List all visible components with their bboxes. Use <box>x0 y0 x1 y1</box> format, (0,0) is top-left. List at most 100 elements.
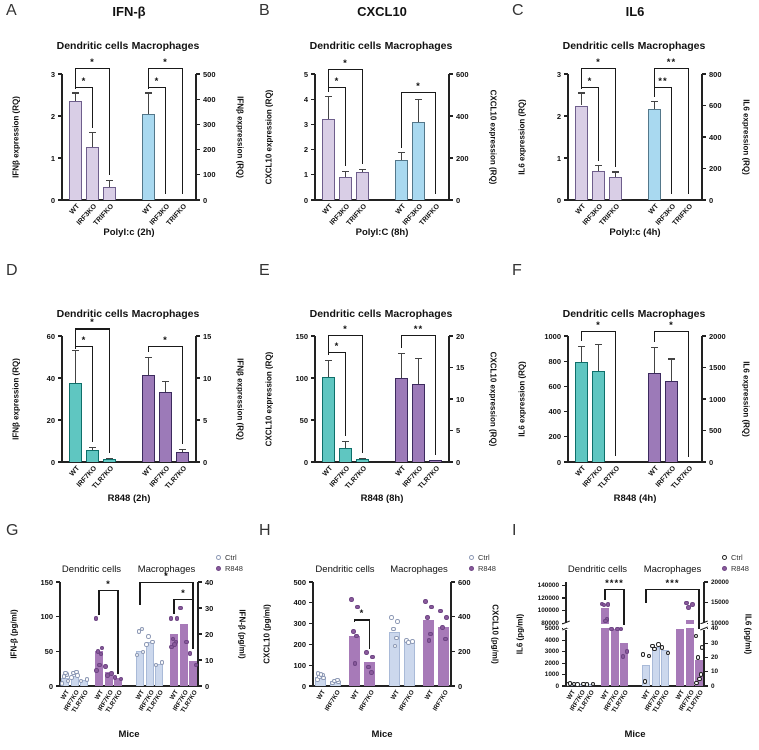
bar <box>179 623 188 686</box>
sig-bracket-tick <box>698 589 700 629</box>
tick-label: 3000 <box>544 648 559 656</box>
sig-bracket-tick <box>614 330 617 457</box>
tick-label: 150 <box>40 577 53 587</box>
axis-tick <box>449 461 453 463</box>
bar <box>395 378 408 462</box>
data-point <box>428 631 433 637</box>
y-axis-label-left: IFN-β (pg/ml) <box>9 609 19 659</box>
tick-label: 200 <box>456 153 469 163</box>
legend-label: Ctrl <box>731 553 743 562</box>
tick-label: 150 <box>295 331 308 341</box>
sig-bracket <box>328 68 363 71</box>
sig-bracket-tick <box>327 68 330 92</box>
group-header: Macrophages <box>131 308 200 320</box>
axis-tick <box>58 157 62 159</box>
tick-label: 300 <box>203 119 216 129</box>
sig-bracket <box>328 352 346 354</box>
y-axis-left <box>314 74 316 200</box>
tick-label: 0 <box>50 195 55 205</box>
sig-bracket-tick <box>687 330 690 457</box>
tick-label: 0 <box>456 195 461 205</box>
tick-label: 10 <box>205 655 214 665</box>
legend-item: Ctrl <box>216 552 254 563</box>
y-axis-left <box>61 336 63 462</box>
data-point <box>601 602 607 608</box>
group-header: Dendritic cells <box>56 308 129 320</box>
tick-label: 140000 <box>537 581 559 589</box>
y-axis-left <box>314 336 316 462</box>
error-bar-cap <box>651 101 658 103</box>
legend-item: R848 <box>216 563 254 574</box>
bar <box>665 381 678 462</box>
axis-tick <box>451 616 455 618</box>
bar <box>142 375 155 462</box>
group-header: Dendritic cells <box>567 564 628 575</box>
axis-tick <box>564 360 568 362</box>
data-point <box>698 672 704 677</box>
y-axis-right <box>448 336 450 462</box>
bar <box>423 620 434 686</box>
data-point <box>584 682 590 687</box>
data-point <box>103 664 108 669</box>
panel-letter: F <box>512 262 522 279</box>
axis-tick <box>449 115 453 117</box>
sig-label: *** <box>665 578 680 590</box>
x-axis-title: PolyI:c (2h) <box>103 227 155 238</box>
axis-tick <box>58 461 62 463</box>
panel-I: I Dendritic cells Macrophages 0 1000 2000 3000… <box>506 520 759 750</box>
axis-tick <box>58 115 62 117</box>
bar <box>339 447 352 462</box>
tick-label: 500 <box>293 577 306 587</box>
tick-label: 120000 <box>537 594 559 602</box>
axis-tick <box>311 199 315 201</box>
axis-tick <box>311 461 315 463</box>
legend-item: R848 <box>722 563 759 574</box>
sig-bracket-tick <box>400 334 403 348</box>
x-axis-title: PolyI:C (8h) <box>355 227 409 238</box>
axis-tick <box>309 664 313 666</box>
data-point <box>352 661 358 667</box>
bar <box>438 626 449 686</box>
data-point <box>590 681 596 687</box>
group-header: Dendritic cells <box>315 564 375 575</box>
data-point <box>694 680 699 686</box>
data-point <box>84 677 90 683</box>
sig-bracket-tick <box>670 86 673 195</box>
error-bar <box>327 360 330 378</box>
data-point <box>391 626 396 632</box>
axis-tick <box>58 335 62 337</box>
y-axis-left <box>565 582 567 686</box>
axis-tick <box>311 149 315 151</box>
legend-item: Ctrl <box>469 552 507 563</box>
group-header: Macrophages <box>384 40 453 52</box>
y-axis-label-right: CXCL10 (pg/ml) <box>490 604 500 664</box>
panel-H: H Dendritic cells Macrophages 0 100 200 300 400… <box>253 520 506 750</box>
axis-tick <box>198 633 202 635</box>
error-bar-cap <box>325 359 332 362</box>
bar <box>685 620 694 686</box>
sig-bracket <box>75 86 93 88</box>
axis-tick <box>196 174 200 176</box>
group-header: Dendritic cells <box>309 40 382 52</box>
bar <box>170 634 178 686</box>
r848-legend-marker <box>469 566 474 571</box>
error-bar-cap <box>398 352 405 354</box>
error-bar <box>597 165 600 171</box>
data-point <box>364 650 369 655</box>
tick-label: 4 <box>303 94 308 104</box>
panel-letter: D <box>6 262 18 279</box>
data-point <box>78 678 84 684</box>
sig-bracket-tick <box>147 86 150 90</box>
tick-label: 20000 <box>711 578 729 586</box>
error-bar <box>400 353 403 379</box>
tick-label: 500 <box>709 426 722 435</box>
sig-bracket <box>646 589 699 591</box>
y-axis-left <box>61 74 63 200</box>
tick-label: 4000 <box>544 636 559 644</box>
axis-tick <box>451 650 455 652</box>
bar <box>114 677 122 686</box>
tick-label: 600 <box>456 69 469 79</box>
bar <box>610 628 619 686</box>
panel-letter: A <box>6 2 17 19</box>
bar <box>69 101 82 200</box>
